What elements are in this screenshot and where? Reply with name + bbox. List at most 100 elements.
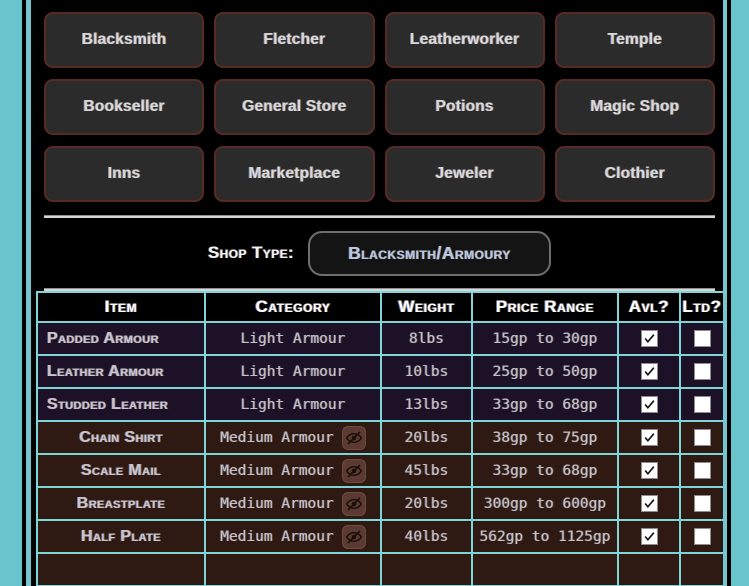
checkbox-checked[interactable] [640,494,658,512]
shop-button-marketplace[interactable]: Marketplace [214,146,375,202]
left-border-gap [22,0,26,586]
cell-category [204,552,382,586]
shop-button-bookseller[interactable]: Bookseller [44,79,205,135]
checkbox-checked[interactable] [640,395,658,413]
table-row[interactable] [36,552,725,586]
left-border-gap-2 [31,0,36,586]
cell-price-range: 300gp to 600gp [471,486,619,521]
checkbox-checked[interactable] [640,527,658,545]
checkbox-unchecked[interactable] [693,362,711,380]
column-header-category[interactable]: Category [204,291,382,323]
shop-type-row: Shop Type: Blacksmith/Armoury [36,218,723,288]
category-label: Light Armour [240,330,346,347]
cell-item-name: Chain Shirt [36,420,206,455]
cell-price-range: 25gp to 50gp [471,354,619,389]
checkbox-checked[interactable] [640,461,658,479]
checkbox-unchecked[interactable] [693,329,711,347]
cell-weight [380,552,473,586]
cell-limited-checkbox[interactable] [679,387,725,422]
cell-category: Medium Armour [204,420,382,455]
cell-category: Medium Armour [204,519,382,554]
shop-button-temple[interactable]: Temple [554,12,715,68]
checkbox-checked[interactable] [640,329,658,347]
cell-category: Light Armour [204,387,382,422]
column-header-weight[interactable]: Weight [380,291,473,323]
shop-button-jeweler[interactable]: Jeweler [384,146,545,202]
shop-button-inns[interactable]: Inns [44,146,205,202]
column-header-limited[interactable]: Ltd? [679,291,725,323]
shop-button-potions[interactable]: Potions [384,79,545,135]
cell-available-checkbox[interactable] [617,321,681,356]
checkbox-unchecked[interactable] [693,461,711,479]
checkbox-unchecked[interactable] [693,395,711,413]
left-border-accent [26,0,31,586]
cell-limited-checkbox[interactable] [679,552,725,586]
eye-slash-icon [341,458,366,483]
items-table-wrap: Item Category Weight Price Range Avl? Lt… [36,291,725,586]
table-row[interactable]: Padded Armour Light Armour 8lbs 15gp to 30g… [36,321,725,356]
cell-weight: 40lbs [380,519,473,554]
eye-slash-icon [341,491,366,516]
column-header-available[interactable]: Avl? [617,291,681,323]
cell-item-name [36,552,206,586]
checkbox-unchecked[interactable] [693,527,711,545]
cell-limited-checkbox[interactable] [679,354,725,389]
category-label: Medium Armour [220,462,334,479]
left-border-rail [0,0,22,586]
cell-limited-checkbox[interactable] [679,453,725,488]
eye-slash-icon [341,524,366,549]
checkbox-unchecked[interactable] [693,428,711,446]
checkbox-unchecked[interactable] [693,494,711,512]
shop-button-blacksmith[interactable]: Blacksmith [44,12,205,68]
shop-button-fletcher[interactable]: Fletcher [214,12,375,68]
checkbox-checked[interactable] [640,428,658,446]
cell-limited-checkbox[interactable] [679,519,725,554]
right-border-gap [727,0,731,586]
table-row[interactable]: Half Plate Medium Armour 40lbs 562gp to 112… [36,519,725,554]
cell-available-checkbox[interactable] [617,354,681,389]
cell-weight: 13lbs [380,387,473,422]
right-border-accent [723,0,727,586]
cell-item-name: Breastplate [36,486,206,521]
cell-available-checkbox[interactable] [617,387,681,422]
shop-button-clothier[interactable]: Clothier [554,146,715,202]
shop-button-leatherworker[interactable]: Leatherworker [384,12,545,68]
cell-available-checkbox[interactable] [617,420,681,455]
cell-price-range: 15gp to 30gp [471,321,619,356]
table-row[interactable]: Leather Armour Light Armour 10lbs 25gp to 5… [36,354,725,389]
items-table-body: Padded Armour Light Armour 8lbs 15gp to 30g… [36,321,725,586]
cell-item-name: Scale Mail [36,453,206,488]
table-row[interactable]: Breastplate Medium Armour 20lbs 300gp to 60… [36,486,725,521]
cell-available-checkbox[interactable] [617,519,681,554]
cell-price-range: 33gp to 68gp [471,387,619,422]
cell-limited-checkbox[interactable] [679,420,725,455]
cell-limited-checkbox[interactable] [679,486,725,521]
cell-category: Medium Armour [204,486,382,521]
right-border-rail [731,0,749,586]
table-row[interactable]: Studded Leather Light Armour 13lbs 33gp to … [36,387,725,422]
eye-slash-icon [341,425,366,450]
column-header-price-range[interactable]: Price Range [471,291,619,323]
table-row[interactable]: Chain Shirt Medium Armour 20lbs 38gp to 75g… [36,420,725,455]
cell-limited-checkbox[interactable] [679,321,725,356]
cell-item-name: Leather Armour [36,354,206,389]
table-row[interactable]: Scale Mail Medium Armour 45lbs 33gp to 68gp [36,453,725,488]
cell-category: Light Armour [204,354,382,389]
shop-button-general-store[interactable]: General Store [214,79,375,135]
shop-type-select[interactable]: Blacksmith/Armoury [308,230,552,276]
checkbox-checked[interactable] [640,362,658,380]
column-header-item[interactable]: Item [36,291,206,323]
cell-available-checkbox[interactable] [617,486,681,521]
cell-weight: 20lbs [380,420,473,455]
cell-available-checkbox[interactable] [617,453,681,488]
cell-category: Medium Armour [204,453,382,488]
shop-button-magic-shop[interactable]: Magic Shop [554,79,715,135]
cell-item-name: Studded Leather [36,387,206,422]
cell-available-checkbox[interactable] [617,552,681,586]
items-table-header-row: Item Category Weight Price Range Avl? Lt… [36,291,725,323]
divider-top [44,215,715,218]
divider-bottom [44,288,715,291]
category-label: Medium Armour [220,429,334,446]
category-label: Light Armour [240,363,346,380]
